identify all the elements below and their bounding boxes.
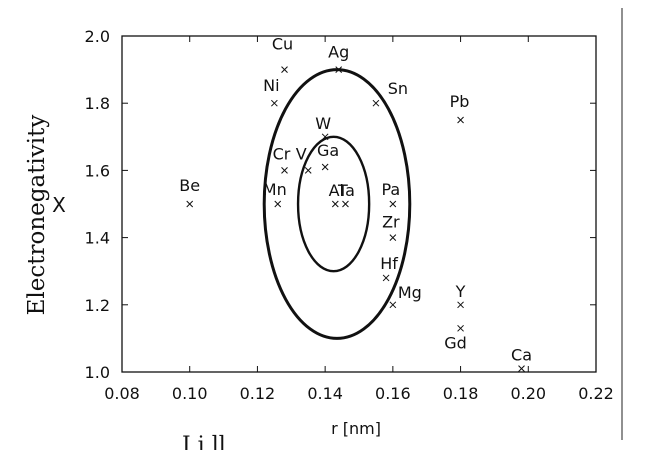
data-point-ca: Ca (511, 346, 532, 372)
regions-layer (262, 68, 412, 340)
point-marker (281, 167, 288, 174)
x-tick-label: 0.16 (375, 384, 411, 403)
x-tick-label: 0.22 (578, 384, 614, 403)
x-tick-label: 0.12 (240, 384, 276, 403)
data-point-mg: Mg (389, 283, 422, 309)
point-label: Cr (273, 144, 291, 163)
point-label: Pb (450, 92, 470, 111)
data-point-pb: Pb (450, 92, 470, 124)
data-point-gd: Gd (444, 324, 467, 352)
point-label: Hf (380, 254, 398, 273)
point-marker (342, 200, 349, 208)
point-label: Cu (272, 35, 293, 54)
y-tick-label: 2.0 (85, 27, 110, 46)
data-point-ta: Ta (337, 181, 355, 208)
y-tick-label: 1.0 (85, 363, 110, 382)
point-label: Ta (337, 181, 355, 200)
point-label: Ag (328, 43, 349, 62)
point-marker (271, 99, 278, 107)
point-label: Sn (388, 79, 408, 98)
point-marker (335, 66, 343, 73)
plot-frame (121, 35, 597, 373)
data-point-cu: Cu (272, 35, 293, 73)
data-point-y: Y (455, 282, 466, 309)
x-tick-label: 0.08 (104, 384, 140, 403)
inner-ellipse-region (296, 135, 371, 273)
point-label: Mg (398, 283, 422, 302)
point-label: Ca (511, 346, 532, 365)
cropped-caption-fragment: I i ll (182, 433, 226, 450)
data-point-al: Al (329, 181, 344, 208)
point-marker (457, 116, 464, 124)
x-tick-label: 0.20 (510, 384, 546, 403)
point-marker (457, 301, 464, 309)
data-point-hf: Hf (380, 254, 398, 282)
point-label: Al (329, 181, 344, 200)
x-tick-label: 0.14 (307, 384, 343, 403)
y-tick-label: 1.4 (85, 229, 110, 248)
point-label: V (296, 144, 307, 163)
point-marker (389, 234, 397, 241)
x-tick-label: 0.18 (443, 384, 479, 403)
point-marker (281, 66, 288, 73)
point-label: Ga (317, 141, 339, 160)
point-label: Zr (382, 213, 400, 232)
data-point-pa: Pa (381, 180, 400, 208)
point-marker (389, 301, 397, 309)
y-axis-label: Electronegativity (24, 115, 50, 316)
data-point-ag: Ag (328, 43, 349, 73)
point-marker (186, 200, 194, 208)
data-point-cr: Cr (273, 144, 291, 174)
point-marker (372, 99, 380, 107)
point-label: Be (179, 176, 200, 195)
point-label: W (315, 114, 331, 133)
point-marker (518, 365, 525, 372)
data-point-ni: Ni (263, 76, 280, 107)
point-label: Gd (444, 333, 467, 352)
data-point-v: V (296, 144, 312, 174)
x-tick-label: 0.10 (172, 384, 208, 403)
y-tick-label: 1.8 (85, 94, 110, 113)
point-marker (331, 200, 339, 208)
data-point-mn: Mn (263, 180, 287, 208)
data-point-w: W (315, 114, 331, 141)
point-marker (457, 324, 464, 332)
y-axis-symbol: X (52, 193, 66, 217)
data-point-ga: Ga (317, 141, 339, 171)
x-axis-label: r [nm] (331, 419, 381, 438)
point-marker (304, 167, 312, 174)
point-marker (274, 200, 282, 208)
point-label: Mn (263, 180, 287, 199)
point-label: Ni (263, 76, 279, 95)
data-point-zr: Zr (382, 213, 400, 241)
point-marker (321, 133, 329, 141)
y-tick-label: 1.6 (85, 161, 110, 180)
axes-layer: 0.08 0.10 0.12 0.14 0.16 0.18 0.20 0.22 1.0 1.2 1.… (85, 27, 614, 403)
point-label: Y (455, 282, 466, 301)
point-label: Pa (381, 180, 400, 199)
data-point-be: Be (179, 176, 200, 208)
point-marker (382, 274, 390, 282)
point-marker (321, 163, 329, 171)
data-point-sn: Sn (372, 79, 408, 107)
outer-ellipse-region (262, 68, 412, 340)
y-tick-label: 1.2 (85, 296, 110, 315)
point-marker (389, 200, 397, 208)
